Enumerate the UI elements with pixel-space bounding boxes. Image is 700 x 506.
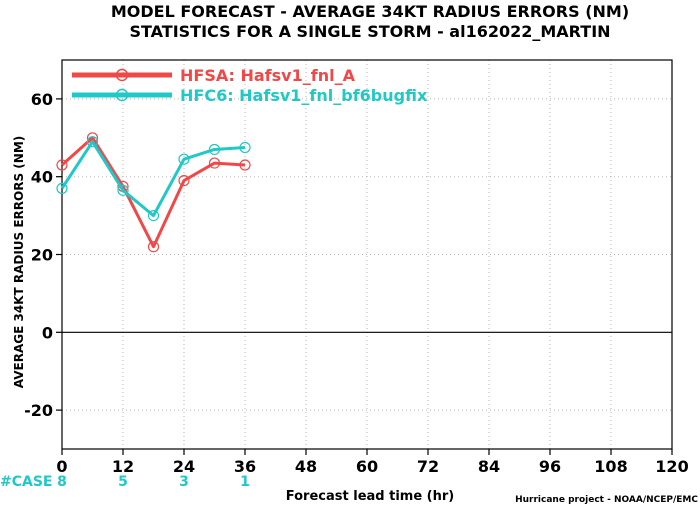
case-label: #CASE: [0, 474, 53, 490]
data-point: [178, 153, 190, 165]
legend-label: HFC6: Hafsv1_fnl_bf6bugfix: [180, 86, 428, 105]
x-tick-labels: 0 12 24 36 48 60 72 84 96 108 120: [56, 449, 689, 476]
case-count: 1: [240, 474, 250, 490]
data-point: [239, 141, 251, 154]
x-tick-label: 60: [356, 457, 378, 476]
chart-subtitle: STATISTICS FOR A SINGLE STORM - al162022…: [129, 22, 610, 41]
legend-swatch-marker: [115, 68, 129, 82]
data-point: [56, 182, 68, 194]
x-tick-label: 24: [173, 457, 195, 476]
data-point: [178, 174, 190, 187]
series-lines: [56, 132, 251, 253]
data-point: [86, 136, 99, 148]
x-tick-label: 96: [539, 457, 561, 476]
x-tick-label: 36: [234, 457, 256, 476]
y-tick-label: 0: [42, 323, 53, 342]
x-tick-label: 12: [112, 457, 134, 476]
grid: [62, 60, 672, 449]
data-point: [208, 143, 221, 156]
y-tick-label: 20: [31, 246, 53, 265]
x-tick-label: 108: [594, 457, 627, 476]
case-count: 5: [118, 474, 128, 490]
y-axis-label: AVERAGE 34KT RADIUS ERRORS (NM): [12, 136, 26, 388]
series-line: [60, 140, 246, 218]
data-point: [56, 159, 68, 171]
data-point: [117, 184, 129, 196]
case-count: 8: [57, 474, 67, 490]
legend-swatch-marker: [115, 88, 129, 102]
x-axis-label: Forecast lead time (hr): [286, 489, 454, 504]
data-point: [147, 210, 160, 222]
x-tick-label: 72: [417, 457, 439, 476]
case-counts: #CASE 8 5 3 1: [0, 474, 250, 490]
chart-title: MODEL FORECAST - AVERAGE 34KT RADIUS ERR…: [111, 2, 629, 21]
x-tick-label: 0: [56, 457, 67, 476]
series-line: [61, 136, 246, 249]
x-tick-label: 84: [478, 457, 500, 476]
y-tick-label: 40: [31, 168, 53, 187]
x-tick-label: 120: [655, 457, 688, 476]
data-point: [208, 157, 221, 169]
data-point: [239, 159, 251, 171]
y-tick-label: 60: [31, 90, 53, 109]
credit-text: Hurricane project - NOAA/NCEP/EMC: [515, 495, 698, 505]
data-point: [147, 241, 160, 253]
x-tick-label: 48: [295, 457, 317, 476]
y-tick-labels: -20 0 20 40 60: [24, 90, 62, 420]
y-tick-label: -20: [24, 401, 53, 420]
case-count: 3: [179, 474, 189, 490]
legend-label: HFSA: Hafsv1_fnl_A: [180, 66, 356, 85]
